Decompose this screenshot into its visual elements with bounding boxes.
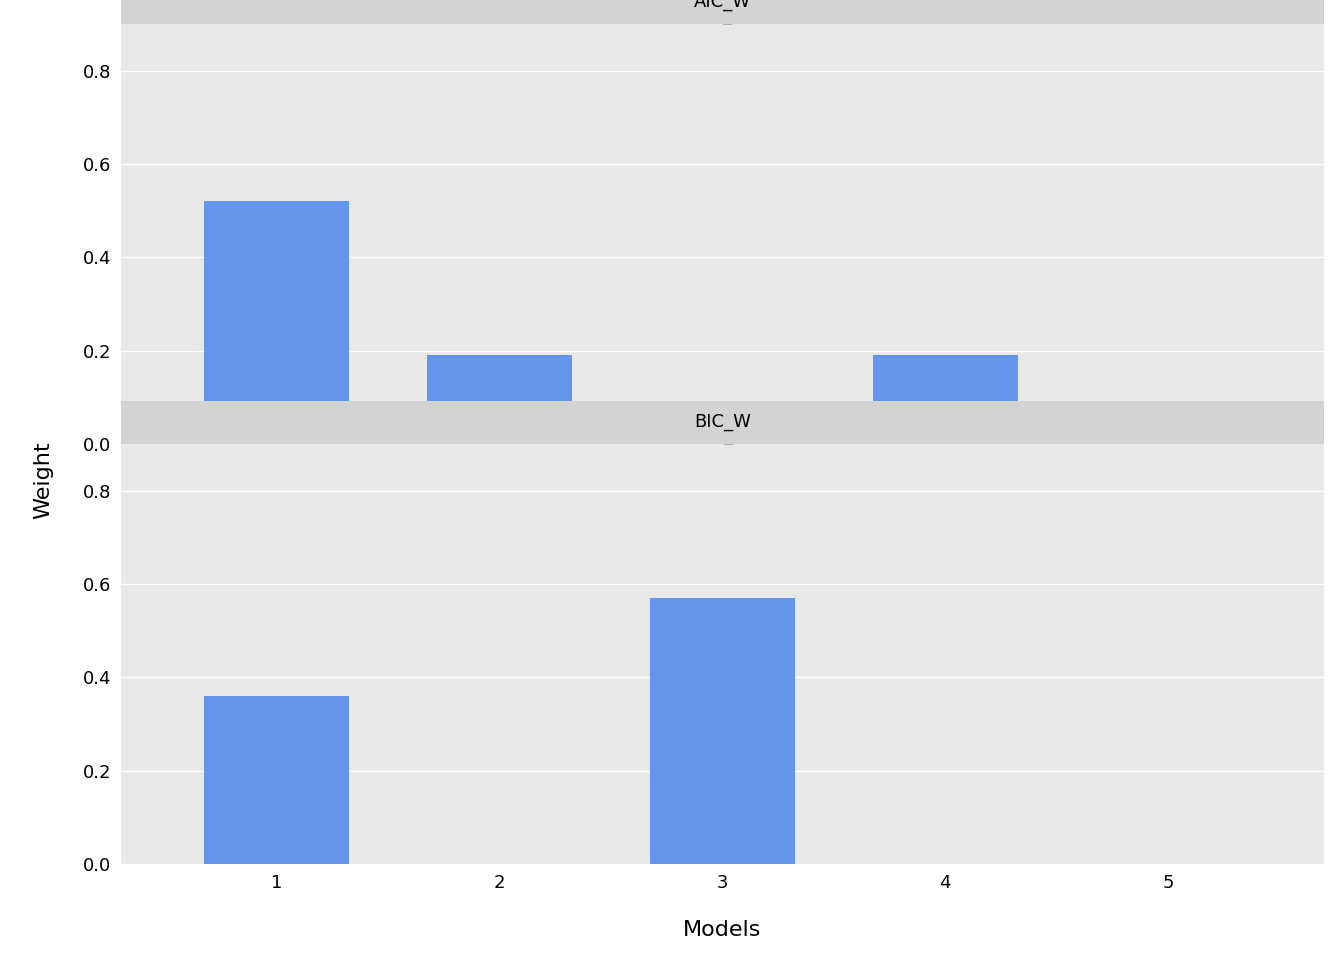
Text: Models: Models (683, 920, 761, 940)
Text: Weight: Weight (34, 442, 54, 518)
Bar (204, 696, 349, 864)
Text: AIC_W: AIC_W (694, 6, 751, 24)
Text: BIC_W: BIC_W (694, 414, 751, 431)
Bar (204, 202, 349, 444)
Bar (650, 598, 794, 864)
Bar (1095, 411, 1241, 444)
Bar (872, 355, 1017, 444)
Bar (427, 355, 573, 444)
Text: BIC_W: BIC_W (694, 426, 751, 444)
Text: AIC_W: AIC_W (694, 0, 751, 12)
